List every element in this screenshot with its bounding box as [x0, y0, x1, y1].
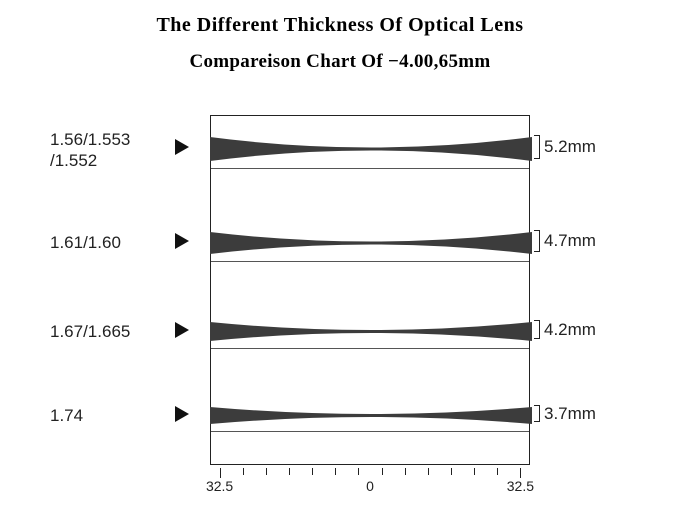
guide-line-0: [211, 168, 529, 169]
index-label-2: 1.67/1.665: [50, 321, 130, 342]
axis-tick: [451, 468, 452, 475]
axis-tick: [405, 468, 406, 475]
pointer-icon: [175, 406, 189, 422]
axis-label: 32.5: [507, 478, 534, 494]
index-label-1: 1.61/1.60: [50, 232, 121, 253]
axis-tick: [312, 468, 313, 475]
pointer-icon: [175, 322, 189, 338]
thickness-bracket: [534, 320, 540, 339]
guide-line-2: [211, 348, 529, 349]
thickness-label-3: 3.7mm: [544, 404, 596, 424]
page-subtitle: Compareison Chart Of −4.00,65mm: [0, 37, 680, 73]
axis-tick: [497, 468, 498, 475]
axis-tick: [266, 468, 267, 475]
thickness-bracket: [534, 135, 540, 159]
lens-chart-frame: [210, 115, 530, 465]
thickness-bracket: [534, 405, 540, 422]
page-title: The Different Thickness Of Optical Lens: [0, 0, 680, 37]
pointer-icon: [175, 233, 189, 249]
lens-row-2: [210, 321, 532, 342]
axis-tick: [220, 468, 221, 478]
thickness-label-0: 5.2mm: [544, 137, 596, 157]
lens-row-1: [210, 231, 532, 255]
guide-line-1: [211, 261, 529, 262]
axis-tick: [474, 468, 475, 475]
guide-line-3: [211, 431, 529, 432]
axis-tick: [428, 468, 429, 475]
axis-tick: [382, 468, 383, 475]
x-axis: 32.5032.5: [210, 468, 530, 498]
axis-tick: [520, 468, 521, 478]
thickness-bracket: [534, 230, 540, 252]
index-label-3: 1.74: [50, 405, 83, 426]
axis-tick: [243, 468, 244, 475]
lens-row-3: [210, 406, 532, 425]
index-label-0: 1.56/1.553/1.552: [50, 129, 130, 172]
axis-tick: [289, 468, 290, 475]
axis-label: 32.5: [206, 478, 233, 494]
axis-label: 0: [366, 478, 374, 494]
thickness-label-2: 4.2mm: [544, 320, 596, 340]
pointer-icon: [175, 139, 189, 155]
axis-tick: [358, 468, 359, 475]
lens-row-0: [210, 136, 532, 162]
thickness-label-1: 4.7mm: [544, 231, 596, 251]
axis-tick: [335, 468, 336, 475]
